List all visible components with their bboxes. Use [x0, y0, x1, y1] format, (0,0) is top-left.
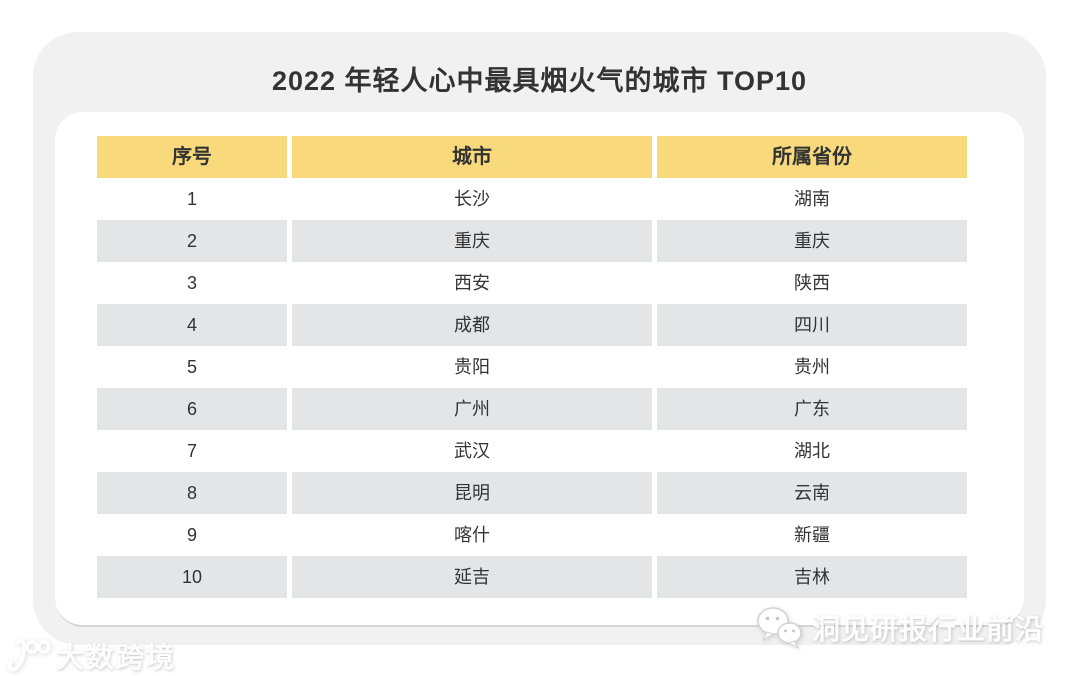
city-cell: 喀什	[292, 514, 652, 556]
city-cell: 成都	[292, 304, 652, 346]
top10-table: 序号 城市 所属省份 1 长沙 湖南 2 重庆 重庆 3 西安 陕西 4	[97, 136, 967, 598]
header-cell-rank: 序号	[97, 136, 287, 178]
province-cell: 四川	[657, 304, 967, 346]
province-cell: 陕西	[657, 262, 967, 304]
dashu-logo-icon	[7, 639, 51, 672]
city-cell: 武汉	[292, 430, 652, 472]
header-cell-province: 所属省份	[657, 136, 967, 178]
rank-cell: 6	[97, 388, 287, 430]
province-cell: 吉林	[657, 556, 967, 598]
city-cell: 昆明	[292, 472, 652, 514]
rank-cell: 2	[97, 220, 287, 262]
rank-cell: 5	[97, 346, 287, 388]
table-panel: 序号 城市 所属省份 1 长沙 湖南 2 重庆 重庆 3 西安 陕西 4	[55, 112, 1024, 627]
city-cell: 西安	[292, 262, 652, 304]
province-cell: 重庆	[657, 220, 967, 262]
header-cell-city: 城市	[292, 136, 652, 178]
city-cell: 贵阳	[292, 346, 652, 388]
province-cell: 新疆	[657, 514, 967, 556]
rank-cell: 8	[97, 472, 287, 514]
rank-cell: 4	[97, 304, 287, 346]
rank-cell: 9	[97, 514, 287, 556]
rank-cell: 7	[97, 430, 287, 472]
rank-cell: 10	[97, 556, 287, 598]
city-cell: 重庆	[292, 220, 652, 262]
rank-cell: 1	[97, 178, 287, 220]
province-cell: 云南	[657, 472, 967, 514]
province-cell: 贵州	[657, 346, 967, 388]
province-cell: 湖北	[657, 430, 967, 472]
city-cell: 延吉	[292, 556, 652, 598]
province-cell: 湖南	[657, 178, 967, 220]
city-cell: 广州	[292, 388, 652, 430]
report-card: 2022 年轻人心中最具烟火气的城市 TOP10 序号 城市 所属省份 1 长沙…	[33, 32, 1046, 645]
city-cell: 长沙	[292, 178, 652, 220]
province-cell: 广东	[657, 388, 967, 430]
page-title: 2022 年轻人心中最具烟火气的城市 TOP10	[271, 66, 808, 96]
rank-cell: 3	[97, 262, 287, 304]
